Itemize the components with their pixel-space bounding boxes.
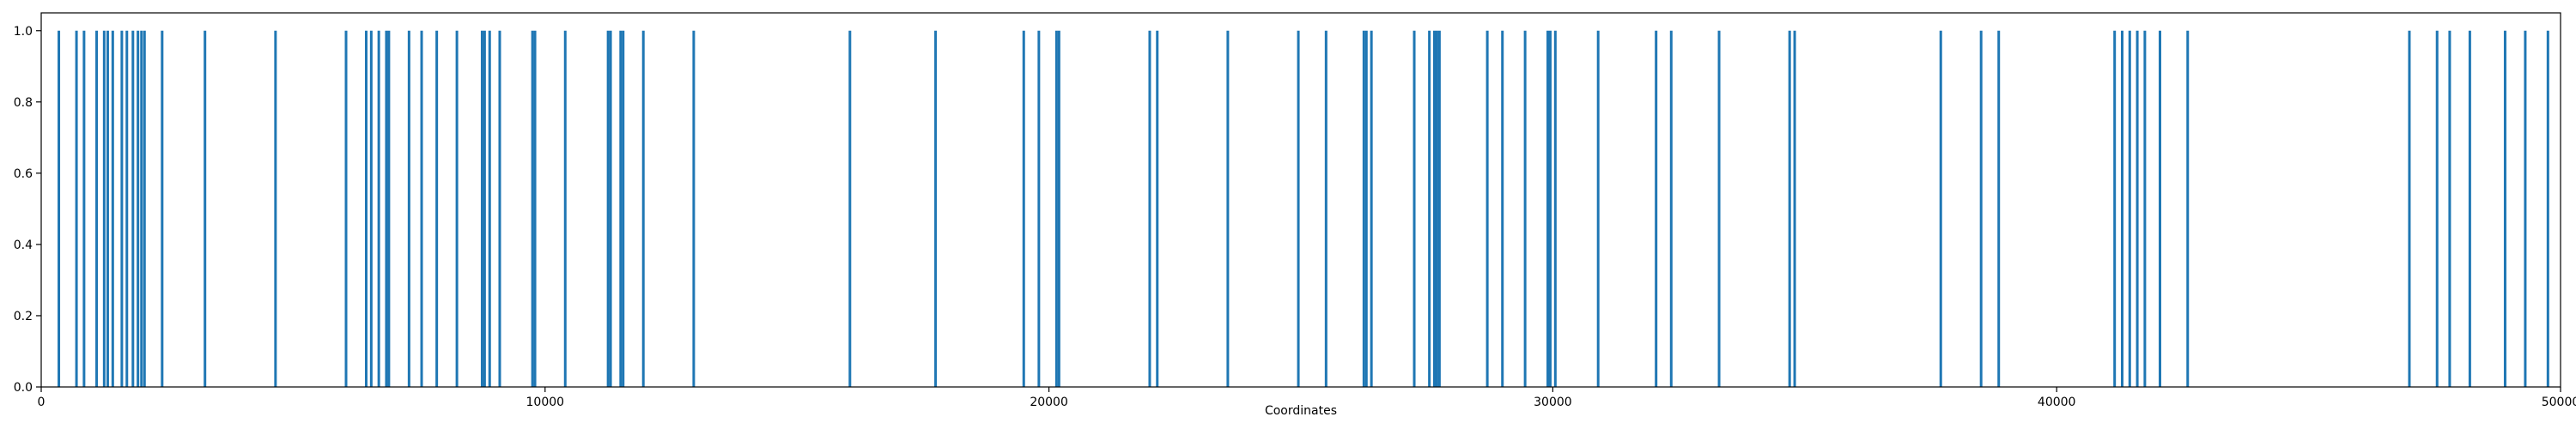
- x-axis-ticks: 0 10000 20000 30000 40000 50000: [38, 387, 2576, 409]
- x-tick-label: 40000: [2038, 396, 2076, 409]
- x-tick-label: 10000: [526, 396, 565, 409]
- x-tick-label: 30000: [1534, 396, 1572, 409]
- x-tick-label: 20000: [1030, 396, 1068, 409]
- y-axis-ticks: 0.0 0.2 0.4 0.6 0.8 1.0: [14, 25, 41, 395]
- y-tick-label: 0.4: [14, 239, 33, 252]
- y-tick-label: 0.6: [14, 167, 33, 181]
- x-tick-label: 50000: [2542, 396, 2576, 409]
- x-tick-label: 0: [38, 396, 46, 409]
- y-tick-label: 0.2: [14, 310, 33, 323]
- x-axis-label: Coordinates: [1265, 404, 1337, 418]
- plot-frame: [40, 12, 2561, 388]
- y-tick-label: 0.8: [14, 96, 33, 110]
- y-tick-label: 0.0: [14, 381, 33, 395]
- y-tick-label: 1.0: [14, 25, 33, 39]
- bars-layer: [58, 30, 2549, 387]
